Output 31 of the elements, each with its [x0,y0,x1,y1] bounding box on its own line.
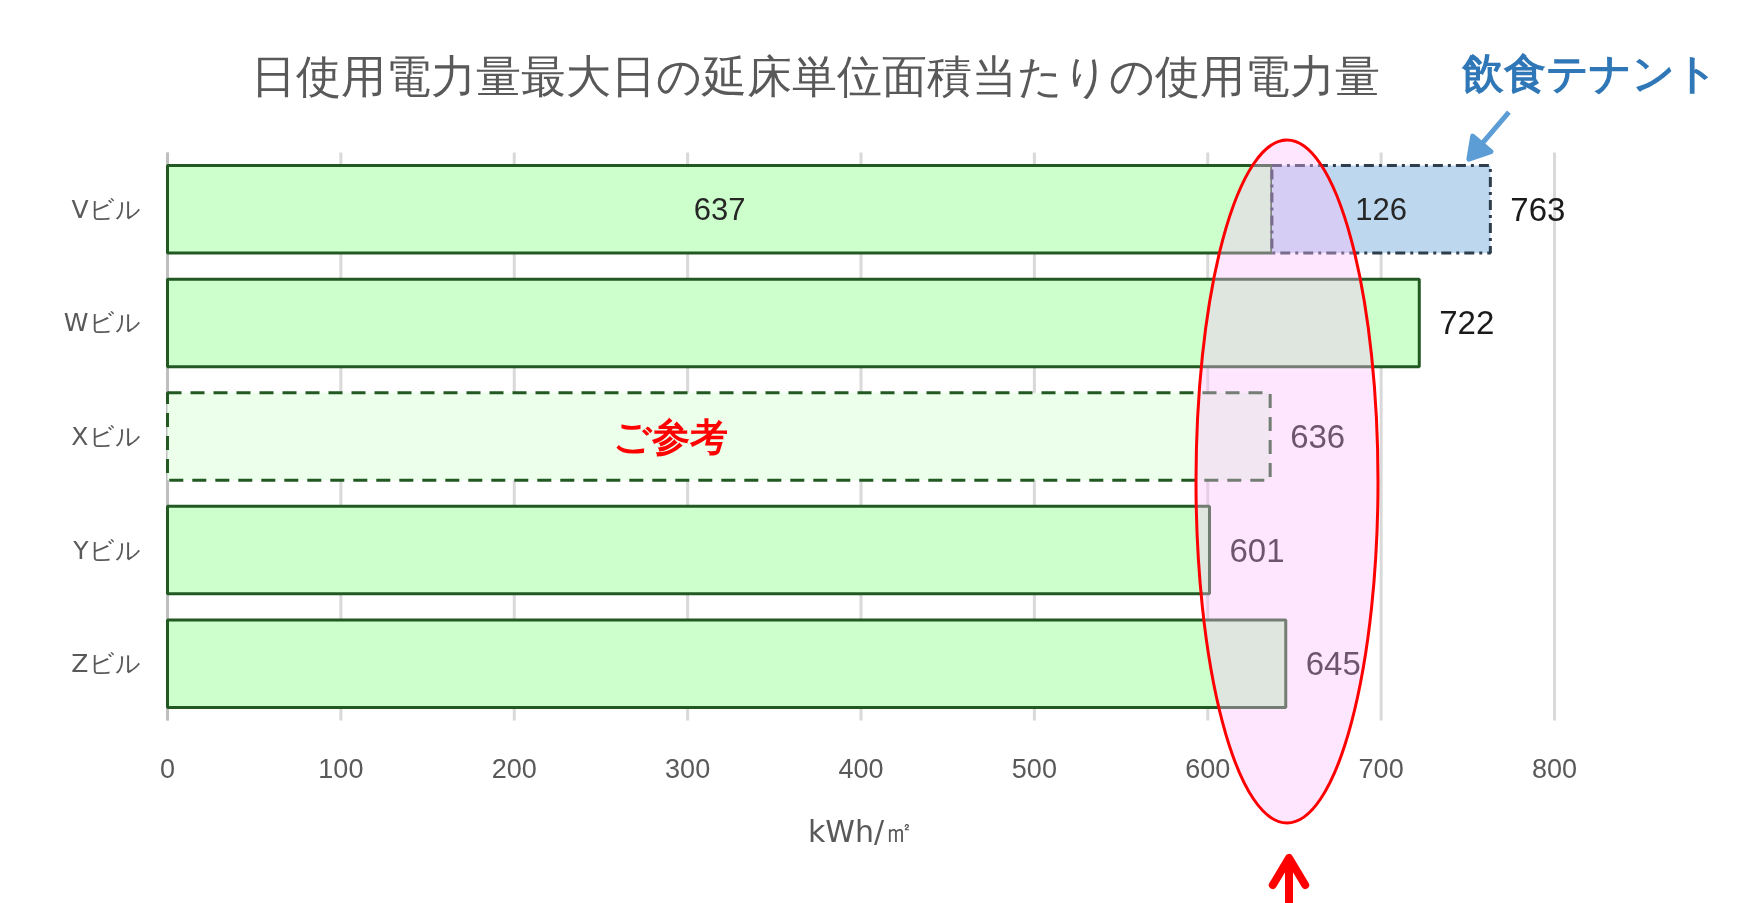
data-label: 601 [1229,531,1285,569]
data-label: 126 [1355,192,1407,228]
total-label: 763 [1510,190,1566,228]
x-tick-label: 500 [1011,754,1057,784]
x-axis-title: kWh/㎡ [807,814,915,849]
x-tick-label: 700 [1358,754,1404,784]
y-tick-label: Zビル [71,649,141,679]
x-tick-label: 0 [159,754,176,784]
data-label: 722 [1439,304,1495,342]
bar [166,504,1211,596]
y-tick-label: Xビル [71,422,141,451]
bar [166,277,1421,369]
x-tick-label: 100 [318,754,364,784]
x-tick-label: 400 [838,754,884,784]
y-tick-label: Vビル [71,194,141,224]
x-tick-label: 800 [1531,754,1578,784]
data-label: 636 [1290,418,1346,455]
y-tick-label: Yビル [72,535,141,565]
data-label: 637 [693,192,746,228]
x-tick-label: 300 [665,754,711,784]
data-label: 645 [1305,645,1361,683]
chart-title: 日使用電力量最大日の延床単位面積当たりの使用電力量 [251,50,1380,103]
series-label: 飲食テナント [1461,49,1719,99]
x-tick-label: 200 [491,754,537,784]
annotation: ご参考 [612,414,728,459]
x-tick-label: 600 [1185,754,1231,784]
bar [166,618,1288,709]
y-tick-label: Wビル [63,308,141,338]
bar [166,391,1272,482]
bar [166,164,1274,255]
bar [1270,164,1492,255]
